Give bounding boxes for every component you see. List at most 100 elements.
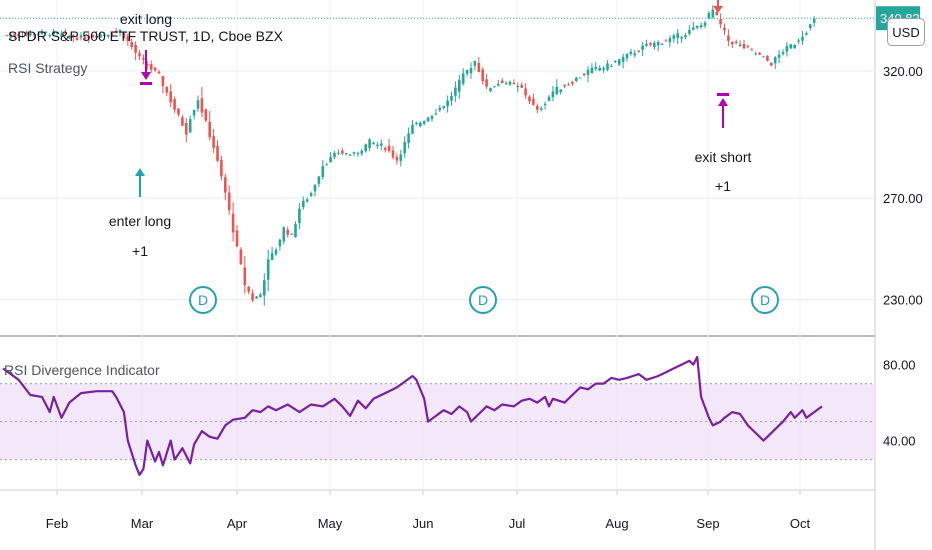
- candle: [812, 18, 816, 23]
- candle: [17, 33, 20, 37]
- candle: [36, 34, 40, 36]
- candle: [602, 67, 605, 70]
- price-indicator-label[interactable]: RSI Strategy: [8, 60, 87, 76]
- candle: [387, 145, 391, 151]
- candle: [247, 286, 250, 292]
- candle: [781, 52, 785, 55]
- candle: [805, 33, 808, 35]
- candle: [680, 37, 683, 39]
- candle: [75, 37, 79, 41]
- candle: [130, 42, 133, 48]
- candle: [446, 100, 449, 107]
- candle: [731, 42, 734, 45]
- currency-button[interactable]: USD: [887, 18, 925, 46]
- candle: [758, 52, 761, 55]
- candle: [60, 33, 63, 37]
- candle: [742, 44, 746, 49]
- candle: [734, 41, 738, 43]
- candle: [801, 36, 804, 41]
- candle: [149, 64, 153, 70]
- candle: [785, 45, 789, 52]
- candle: [243, 267, 247, 286]
- candles: [5, 5, 816, 306]
- candle: [461, 73, 465, 84]
- candle: [169, 91, 172, 103]
- candle: [227, 192, 231, 211]
- candle: [99, 34, 102, 38]
- candle: [594, 66, 598, 70]
- candle: [528, 96, 531, 102]
- candle: [559, 89, 562, 93]
- exit-short-arrowhead: [718, 98, 728, 106]
- candle: [512, 82, 516, 85]
- dividend-marker: [469, 286, 497, 314]
- candle: [231, 213, 235, 233]
- candle: [196, 100, 200, 109]
- candle: [216, 146, 219, 161]
- candle: [110, 33, 114, 35]
- candle: [434, 113, 438, 115]
- candle: [407, 133, 410, 144]
- rsi-line: [2, 355, 823, 476]
- candle: [598, 67, 601, 71]
- candle: [723, 27, 726, 31]
- candle: [44, 31, 48, 33]
- candle: [442, 106, 445, 108]
- candle: [777, 54, 781, 58]
- candle: [376, 144, 379, 147]
- candle: [259, 294, 262, 298]
- candle: [239, 249, 243, 265]
- candle: [656, 41, 660, 46]
- candle: [727, 35, 730, 41]
- candle: [539, 108, 543, 110]
- candle: [411, 125, 414, 134]
- time-axis[interactable]: Feb Mar Apr May Jun Jul Aug Sep Oct: [46, 490, 811, 531]
- month-label-apr: Apr: [227, 516, 248, 531]
- candle: [621, 56, 625, 63]
- candle: [692, 27, 695, 30]
- candle: [699, 25, 703, 28]
- candle: [263, 280, 266, 296]
- candle: [707, 12, 711, 19]
- candle: [29, 33, 32, 36]
- candle: [212, 136, 215, 149]
- candle: [473, 61, 477, 66]
- exit-short-marker: [717, 93, 729, 96]
- candle: [516, 86, 520, 88]
- exit-short-label: exit short: [695, 149, 752, 165]
- candle: [383, 147, 387, 150]
- candle: [672, 35, 676, 39]
- candle: [575, 77, 578, 81]
- candle: [762, 56, 765, 58]
- candle: [770, 62, 773, 66]
- candle: [364, 144, 367, 152]
- rsi-indicator-label[interactable]: RSI Divergence Indicator: [4, 362, 160, 378]
- candle: [91, 34, 94, 38]
- candle: [165, 86, 169, 93]
- candle: [586, 69, 590, 75]
- candle: [270, 253, 274, 260]
- candle: [625, 53, 629, 59]
- candle: [380, 143, 383, 146]
- candle: [333, 152, 336, 157]
- rsi-axis[interactable]: 80.00 40.00: [883, 358, 916, 449]
- candle: [360, 150, 364, 154]
- chart-title: SPDR S&P 500 ETF TRUST, 1D, Cboe BZX: [8, 28, 284, 44]
- exit-long-label: exit long: [120, 11, 172, 27]
- candle: [629, 51, 633, 55]
- candle: [107, 34, 110, 37]
- candle: [590, 67, 594, 74]
- candle: [13, 33, 16, 37]
- candle: [750, 49, 754, 51]
- candle: [5, 35, 9, 37]
- price-tick-label: 320.00: [883, 64, 923, 79]
- candle: [40, 31, 44, 34]
- month-label-jul: Jul: [509, 516, 526, 531]
- candle: [738, 44, 742, 47]
- candle: [773, 57, 777, 64]
- candle: [71, 35, 75, 38]
- candle: [64, 32, 67, 34]
